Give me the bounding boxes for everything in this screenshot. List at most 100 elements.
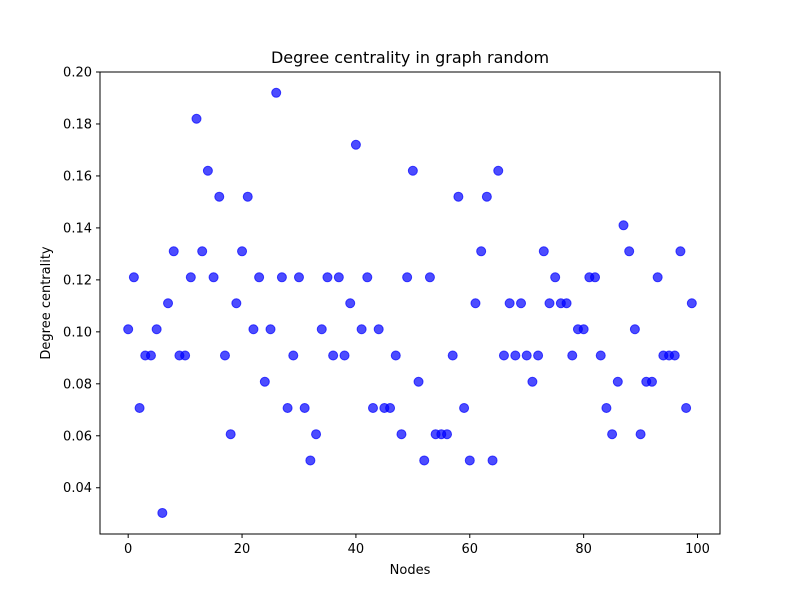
data-point [231, 298, 242, 309]
data-point [624, 246, 635, 257]
data-point [191, 113, 202, 124]
x-axis-ticks: 0 20 40 60 80 100 [124, 534, 710, 557]
data-point [516, 298, 527, 309]
y-tick-label: 0.12 [63, 273, 92, 288]
data-point [157, 507, 168, 518]
x-axis-label: Nodes [390, 563, 431, 578]
data-point [481, 191, 492, 202]
data-point [225, 429, 236, 440]
data-point [237, 246, 248, 257]
data-point [521, 350, 532, 361]
data-point [367, 402, 378, 413]
data-point [675, 246, 686, 257]
data-point [607, 429, 618, 440]
data-point [493, 165, 504, 176]
y-axis-ticks: 0.04 0.06 0.08 0.10 0.12 0.14 0.16 0.18 0.20 [63, 66, 100, 496]
data-point [356, 324, 367, 335]
plot-frame [99, 71, 721, 535]
data-point [498, 350, 509, 361]
data-point [447, 350, 458, 361]
data-point [601, 402, 612, 413]
x-tick-label: 0 [124, 542, 132, 557]
y-tick-label: 0.20 [63, 66, 92, 81]
data-point [681, 402, 692, 413]
data-point [612, 376, 623, 387]
data-point [214, 191, 225, 202]
x-tick-label: 20 [234, 542, 251, 557]
data-point [362, 272, 373, 283]
data-point [385, 402, 396, 413]
data-point [248, 324, 259, 335]
data-point [464, 455, 475, 466]
data-point [168, 246, 179, 257]
data-point [470, 298, 481, 309]
data-point [618, 220, 629, 231]
data-point [328, 350, 339, 361]
y-tick-label: 0.08 [63, 377, 92, 392]
data-point [254, 272, 265, 283]
data-point [476, 246, 487, 257]
data-point [629, 324, 640, 335]
data-point [202, 165, 213, 176]
x-tick-label: 60 [462, 542, 479, 557]
data-point [652, 272, 663, 283]
data-point [339, 350, 350, 361]
data-point [510, 350, 521, 361]
y-tick-label: 0.14 [63, 221, 92, 236]
data-point [646, 376, 657, 387]
data-point [390, 350, 401, 361]
data-point [271, 87, 282, 98]
data-point [163, 298, 174, 309]
data-point [242, 191, 253, 202]
data-point [413, 376, 424, 387]
data-point [219, 350, 230, 361]
data-point [134, 402, 145, 413]
data-point [322, 272, 333, 283]
data-point [276, 272, 287, 283]
data-point [424, 272, 435, 283]
data-point [311, 429, 322, 440]
data-point [590, 272, 601, 283]
data-point [533, 350, 544, 361]
data-point [299, 402, 310, 413]
data-point [567, 350, 578, 361]
data-point [487, 455, 498, 466]
y-tick-label: 0.04 [63, 481, 92, 496]
data-point [151, 324, 162, 335]
data-point [550, 272, 561, 283]
data-point [180, 350, 191, 361]
y-axis-label: Degree centrality [39, 246, 54, 360]
data-point [635, 429, 646, 440]
data-point [407, 165, 418, 176]
data-markers [123, 87, 697, 518]
data-point [527, 376, 538, 387]
data-point [259, 376, 270, 387]
data-point [595, 350, 606, 361]
y-tick-label: 0.06 [63, 429, 92, 444]
data-point [123, 324, 134, 335]
data-point [544, 298, 555, 309]
data-point [282, 402, 293, 413]
data-point [669, 350, 680, 361]
data-point [561, 298, 572, 309]
data-point [419, 455, 430, 466]
data-point [442, 429, 453, 440]
data-point [345, 298, 356, 309]
y-tick-label: 0.10 [63, 325, 92, 340]
data-point [185, 272, 196, 283]
data-point [453, 191, 464, 202]
y-tick-label: 0.18 [63, 117, 92, 132]
x-tick-label: 80 [575, 542, 592, 557]
data-point [402, 272, 413, 283]
data-point [265, 324, 276, 335]
data-point [305, 455, 316, 466]
data-point [208, 272, 219, 283]
data-point [396, 429, 407, 440]
x-tick-label: 40 [348, 542, 365, 557]
data-point [504, 298, 515, 309]
data-point [459, 402, 470, 413]
data-point [197, 246, 208, 257]
data-point [145, 350, 156, 361]
